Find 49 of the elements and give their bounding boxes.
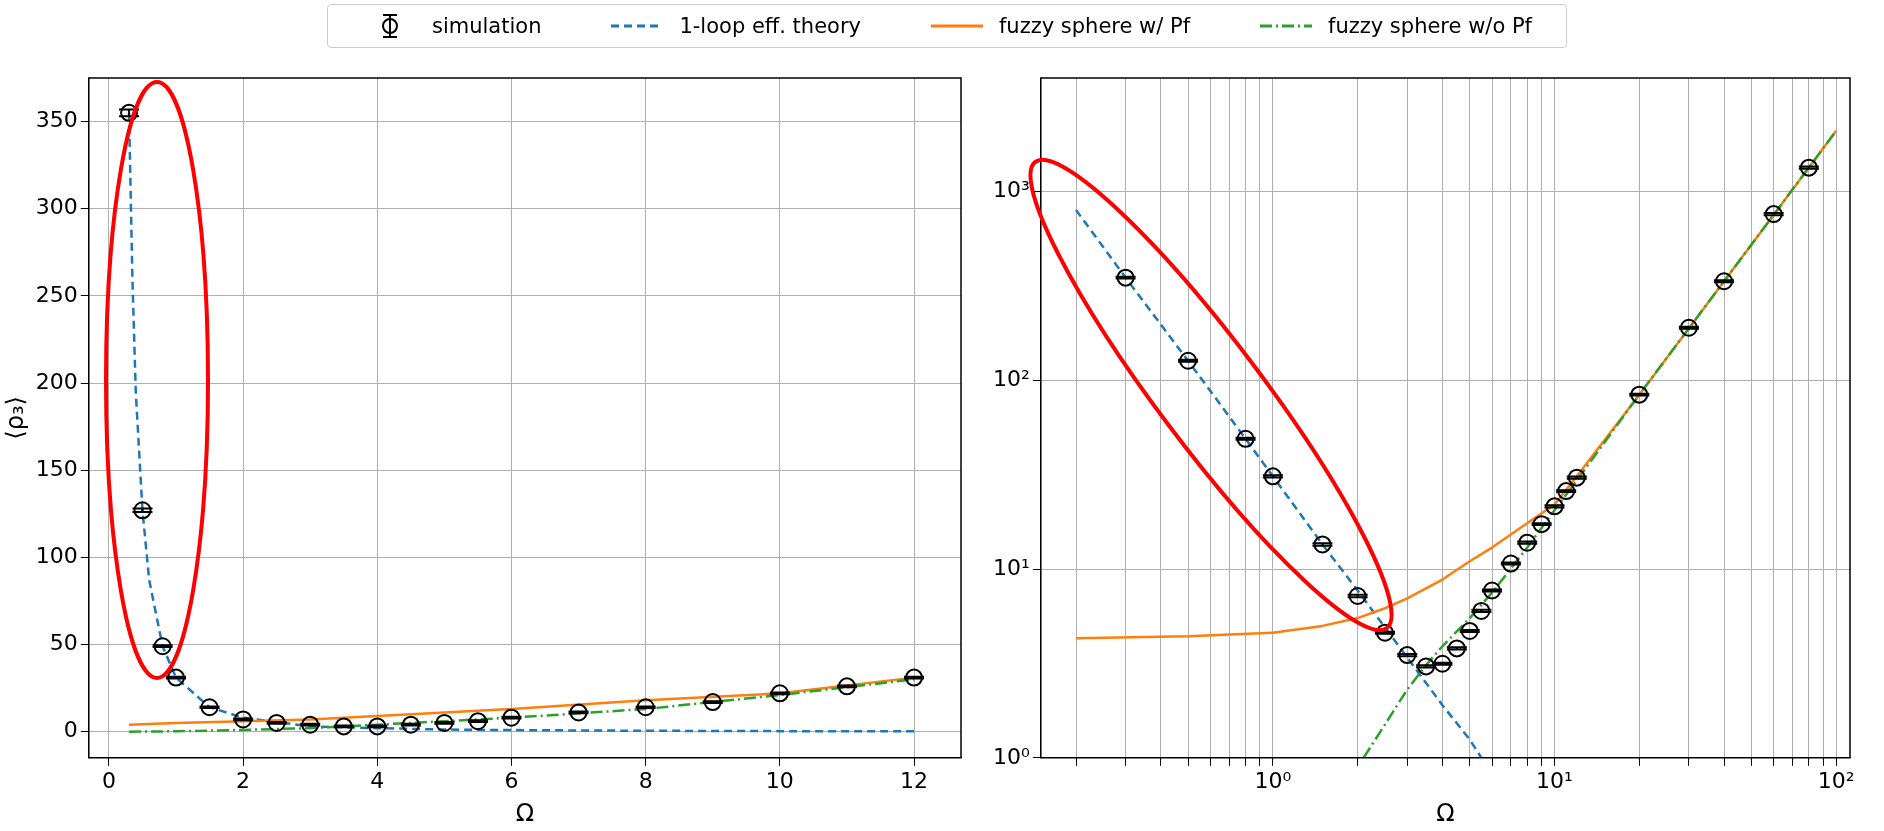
point [502, 708, 521, 727]
point [120, 103, 139, 122]
point [636, 698, 655, 717]
point [368, 717, 387, 736]
y-tick-label: 150 [35, 455, 78, 481]
point [569, 703, 588, 722]
point [401, 715, 420, 734]
x-tick-label: 2 [236, 767, 251, 793]
point [301, 715, 320, 734]
x-axis-title: Ω [1436, 798, 1455, 827]
y-tick-label: 350 [35, 107, 78, 133]
y-tick-label: 250 [35, 281, 78, 307]
x-tick-label: 0 [101, 767, 116, 793]
y-tick-label: 10² [992, 366, 1030, 392]
y-tick-label: 10¹ [992, 554, 1030, 580]
y-tick-label: 0 [63, 717, 78, 743]
x-tick-label: 6 [504, 767, 519, 793]
point [905, 668, 924, 687]
x-tick-label: 12 [900, 767, 929, 793]
point [703, 693, 722, 712]
x-tick-label: 8 [638, 767, 653, 793]
point [167, 668, 186, 687]
legend-label: simulation [431, 14, 542, 38]
legend-label: 1-loop eff. theory [679, 14, 861, 38]
y-tick-label: 300 [35, 194, 78, 220]
x-tick-label: 10¹ [1536, 767, 1573, 793]
point [334, 717, 353, 736]
point [153, 637, 172, 656]
x-tick-label: 10² [1817, 767, 1855, 793]
y-tick-label: 100 [35, 543, 78, 569]
y-tick-label: 50 [49, 630, 78, 656]
point [200, 698, 219, 717]
x-axis-title: Ω [515, 798, 535, 827]
y-tick-label: 10⁰ [992, 743, 1030, 769]
x-tick-label: 4 [370, 767, 385, 793]
point [234, 710, 253, 729]
point [770, 684, 789, 703]
y-tick-label: 200 [35, 368, 78, 394]
point [267, 713, 286, 732]
point [133, 501, 152, 520]
point [837, 677, 856, 696]
point [468, 712, 487, 731]
point [435, 713, 454, 732]
x-tick-label: 10⁰ [1254, 767, 1292, 793]
legend-label: fuzzy sphere w/ Pf [998, 14, 1191, 38]
y-axis-title: ⟨ρ₃⟩ [0, 396, 29, 440]
legend-label: fuzzy sphere w/o Pf [1328, 14, 1532, 38]
x-tick-label: 10 [765, 767, 794, 793]
y-tick-label: 10³ [992, 177, 1030, 203]
